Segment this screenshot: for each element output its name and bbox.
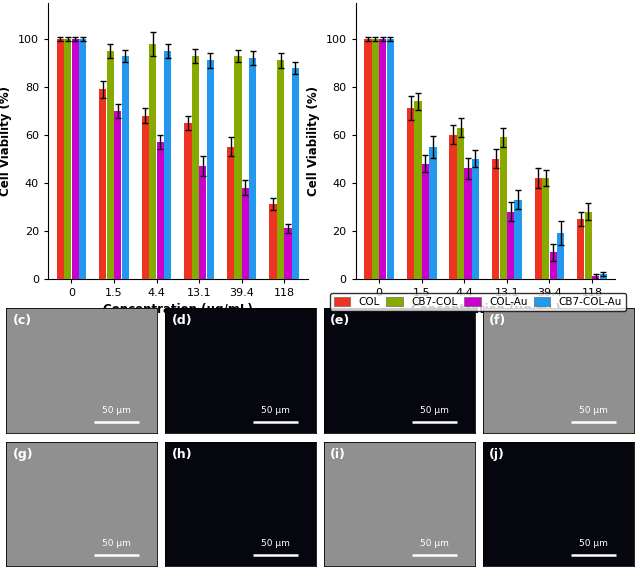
Bar <box>79 39 87 279</box>
Bar <box>185 123 192 279</box>
Text: 50 μm: 50 μm <box>420 406 449 415</box>
Text: 50 μm: 50 μm <box>579 406 608 415</box>
Text: (e): (e) <box>330 314 351 327</box>
Bar <box>114 111 121 279</box>
Text: (g): (g) <box>12 448 33 461</box>
Text: 50 μm: 50 μm <box>261 540 290 548</box>
Bar <box>514 200 522 279</box>
Text: (i): (i) <box>330 448 346 461</box>
Bar <box>142 116 149 279</box>
Bar <box>492 159 499 279</box>
Text: 50 μm: 50 μm <box>102 540 131 548</box>
Text: 50 μm: 50 μm <box>420 540 449 548</box>
Bar <box>292 68 299 279</box>
Bar <box>422 164 429 279</box>
Bar <box>206 60 214 279</box>
Bar <box>542 178 549 279</box>
Bar <box>449 135 457 279</box>
Bar <box>472 159 479 279</box>
Bar <box>577 219 585 279</box>
Bar <box>242 188 249 279</box>
Text: (f): (f) <box>489 314 506 327</box>
Bar <box>457 128 464 279</box>
Bar <box>227 147 234 279</box>
X-axis label: Concentration (µg/mL): Concentration (µg/mL) <box>411 303 560 317</box>
Bar <box>414 101 422 279</box>
Legend: COL, CB7-COL, COL-Au, CB7-COL-Au: COL, CB7-COL, COL-Au, CB7-COL-Au <box>329 293 626 311</box>
Bar <box>549 253 557 279</box>
Bar <box>277 60 284 279</box>
Text: 50 μm: 50 μm <box>102 406 131 415</box>
Text: (c): (c) <box>12 314 31 327</box>
Bar <box>372 39 379 279</box>
Bar <box>164 51 171 279</box>
Bar <box>99 89 106 279</box>
Text: (d): (d) <box>171 314 192 327</box>
Bar <box>249 58 256 279</box>
Bar <box>269 205 277 279</box>
Bar <box>429 147 437 279</box>
Bar <box>235 56 242 279</box>
Bar <box>592 277 599 279</box>
Bar <box>72 39 79 279</box>
Bar <box>379 39 387 279</box>
Bar <box>156 142 164 279</box>
Text: 50 μm: 50 μm <box>261 406 290 415</box>
Bar <box>285 228 292 279</box>
Text: 50 μm: 50 μm <box>579 540 608 548</box>
Bar <box>199 166 206 279</box>
Bar <box>557 234 564 279</box>
Bar <box>106 51 114 279</box>
Bar <box>56 39 64 279</box>
Bar <box>192 56 199 279</box>
Y-axis label: Cell Viability (%): Cell Viability (%) <box>307 86 320 196</box>
Bar <box>507 211 514 279</box>
Bar <box>122 56 129 279</box>
Y-axis label: Cell Viability (%): Cell Viability (%) <box>0 86 12 196</box>
Bar <box>387 39 394 279</box>
Bar <box>585 211 592 279</box>
Bar <box>364 39 372 279</box>
Bar <box>407 109 414 279</box>
Bar <box>149 44 156 279</box>
Text: (j): (j) <box>489 448 505 461</box>
X-axis label: Concentration (µg/mL): Concentration (µg/mL) <box>103 303 253 317</box>
Bar <box>464 168 472 279</box>
Bar <box>499 137 507 279</box>
Bar <box>64 39 71 279</box>
Bar <box>599 274 607 279</box>
Bar <box>535 178 542 279</box>
Text: (h): (h) <box>171 448 192 461</box>
